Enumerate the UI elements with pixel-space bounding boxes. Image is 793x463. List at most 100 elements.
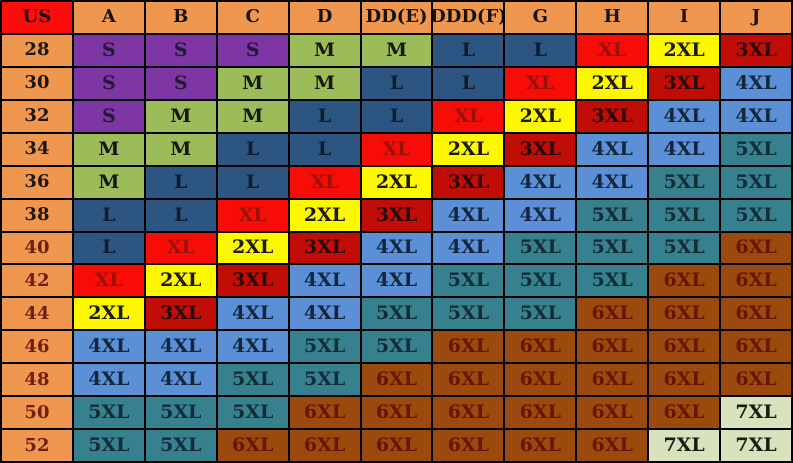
size-cell-46-b: 4XL <box>145 331 216 363</box>
size-cell-32-g: 2XL <box>505 100 576 132</box>
row-header-46: 46 <box>2 331 72 363</box>
size-cell-44-j: 6XL <box>721 298 791 330</box>
size-cell-50-j: 7XL <box>721 397 791 429</box>
size-cell-30-d: M <box>289 67 360 99</box>
size-cell-36-i: 5XL <box>649 166 720 198</box>
size-cell-48-dde: 6XL <box>361 364 432 396</box>
size-cell-48-b: 4XL <box>145 364 216 396</box>
row-header-52: 52 <box>2 430 72 461</box>
size-cell-44-dde: 5XL <box>361 298 432 330</box>
size-cell-38-dde: 3XL <box>361 199 432 231</box>
size-cell-38-dddf: 4XL <box>433 199 504 231</box>
size-cell-30-i: 3XL <box>649 67 720 99</box>
row-header-42: 42 <box>2 265 72 297</box>
size-cell-42-g: 5XL <box>505 265 576 297</box>
size-cell-40-c: 2XL <box>217 232 288 264</box>
size-cell-28-g: L <box>505 34 576 66</box>
row-header-38: 38 <box>2 199 72 231</box>
size-cell-46-dde: 5XL <box>361 331 432 363</box>
size-cell-40-a: L <box>73 232 144 264</box>
size-cell-52-b: 5XL <box>145 430 216 461</box>
size-cell-50-h: 6XL <box>577 397 648 429</box>
size-cell-28-dddf: L <box>433 34 504 66</box>
size-cell-50-d: 6XL <box>289 397 360 429</box>
size-cell-28-j: 3XL <box>721 34 791 66</box>
size-cell-52-h: 6XL <box>577 430 648 461</box>
size-cell-36-c: L <box>217 166 288 198</box>
column-header-d: D <box>289 2 360 33</box>
size-cell-44-h: 6XL <box>577 298 648 330</box>
size-cell-48-h: 6XL <box>577 364 648 396</box>
row-header-36: 36 <box>2 166 72 198</box>
size-cell-46-g: 6XL <box>505 331 576 363</box>
size-cell-30-dddf: L <box>433 67 504 99</box>
size-cell-28-i: 2XL <box>649 34 720 66</box>
size-cell-48-dddf: 6XL <box>433 364 504 396</box>
size-cell-52-dde: 6XL <box>361 430 432 461</box>
size-cell-48-a: 4XL <box>73 364 144 396</box>
size-cell-34-i: 4XL <box>649 133 720 165</box>
size-cell-40-d: 3XL <box>289 232 360 264</box>
size-cell-42-j: 6XL <box>721 265 791 297</box>
size-cell-28-d: M <box>289 34 360 66</box>
size-cell-40-h: 5XL <box>577 232 648 264</box>
size-cell-52-a: 5XL <box>73 430 144 461</box>
size-cell-30-dde: L <box>361 67 432 99</box>
size-cell-38-a: L <box>73 199 144 231</box>
size-cell-36-g: 4XL <box>505 166 576 198</box>
size-cell-52-c: 6XL <box>217 430 288 461</box>
size-cell-50-c: 5XL <box>217 397 288 429</box>
corner-header-us: US <box>2 2 72 33</box>
size-cell-42-c: 3XL <box>217 265 288 297</box>
row-header-28: 28 <box>2 34 72 66</box>
size-cell-34-h: 4XL <box>577 133 648 165</box>
row-header-48: 48 <box>2 364 72 396</box>
row-header-50: 50 <box>2 397 72 429</box>
size-cell-32-i: 4XL <box>649 100 720 132</box>
column-header-c: C <box>217 2 288 33</box>
size-cell-38-i: 5XL <box>649 199 720 231</box>
size-cell-30-a: S <box>73 67 144 99</box>
size-cell-28-b: S <box>145 34 216 66</box>
column-header-h: H <box>577 2 648 33</box>
row-header-40: 40 <box>2 232 72 264</box>
size-cell-44-b: 3XL <box>145 298 216 330</box>
size-cell-32-h: 3XL <box>577 100 648 132</box>
size-cell-46-dddf: 6XL <box>433 331 504 363</box>
size-cell-50-dddf: 6XL <box>433 397 504 429</box>
row-header-44: 44 <box>2 298 72 330</box>
size-cell-40-dddf: 4XL <box>433 232 504 264</box>
size-cell-36-d: XL <box>289 166 360 198</box>
size-cell-34-dde: XL <box>361 133 432 165</box>
size-cell-46-j: 6XL <box>721 331 791 363</box>
size-cell-52-g: 6XL <box>505 430 576 461</box>
size-cell-44-g: 5XL <box>505 298 576 330</box>
size-cell-30-h: 2XL <box>577 67 648 99</box>
size-cell-32-d: L <box>289 100 360 132</box>
size-cell-46-c: 4XL <box>217 331 288 363</box>
size-cell-38-b: L <box>145 199 216 231</box>
size-cell-36-h: 4XL <box>577 166 648 198</box>
size-cell-30-g: XL <box>505 67 576 99</box>
size-cell-34-j: 5XL <box>721 133 791 165</box>
size-cell-38-j: 5XL <box>721 199 791 231</box>
size-cell-46-a: 4XL <box>73 331 144 363</box>
size-cell-28-a: S <box>73 34 144 66</box>
size-cell-34-a: M <box>73 133 144 165</box>
size-cell-40-g: 5XL <box>505 232 576 264</box>
size-cell-28-h: XL <box>577 34 648 66</box>
size-cell-32-dde: L <box>361 100 432 132</box>
size-cell-52-i: 7XL <box>649 430 720 461</box>
size-cell-52-j: 7XL <box>721 430 791 461</box>
size-cell-42-dddf: 5XL <box>433 265 504 297</box>
size-cell-42-dde: 4XL <box>361 265 432 297</box>
size-cell-50-b: 5XL <box>145 397 216 429</box>
size-cell-36-j: 5XL <box>721 166 791 198</box>
size-cell-32-c: M <box>217 100 288 132</box>
column-header-a: A <box>73 2 144 33</box>
size-cell-50-dde: 6XL <box>361 397 432 429</box>
row-header-30: 30 <box>2 67 72 99</box>
size-cell-46-d: 5XL <box>289 331 360 363</box>
size-cell-34-d: L <box>289 133 360 165</box>
